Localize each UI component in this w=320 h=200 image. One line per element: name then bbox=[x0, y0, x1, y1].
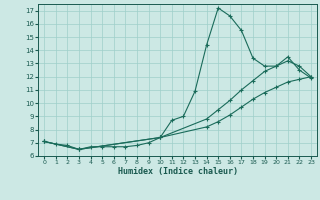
X-axis label: Humidex (Indice chaleur): Humidex (Indice chaleur) bbox=[118, 167, 238, 176]
